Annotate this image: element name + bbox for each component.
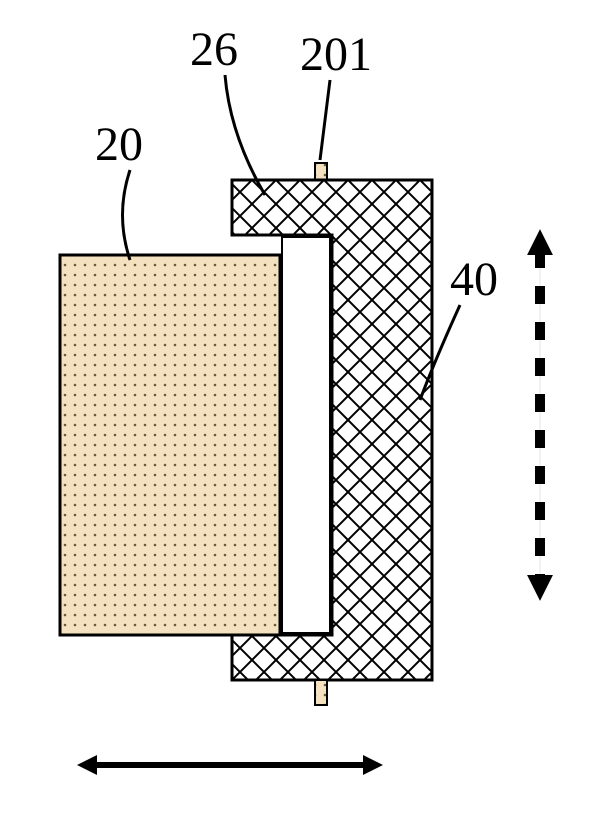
- gap-strip: [282, 237, 330, 633]
- label-part201: 201: [300, 28, 372, 81]
- leader-l26: [225, 75, 265, 195]
- label-part26: 26: [190, 23, 238, 76]
- label-part40: 40: [450, 253, 498, 306]
- dotted-block: [60, 255, 280, 635]
- leader-l201: [320, 80, 330, 160]
- leader-l20: [123, 170, 131, 260]
- top-pin: [315, 163, 327, 180]
- label-part20: 20: [95, 118, 143, 171]
- bottom-pin: [315, 680, 327, 705]
